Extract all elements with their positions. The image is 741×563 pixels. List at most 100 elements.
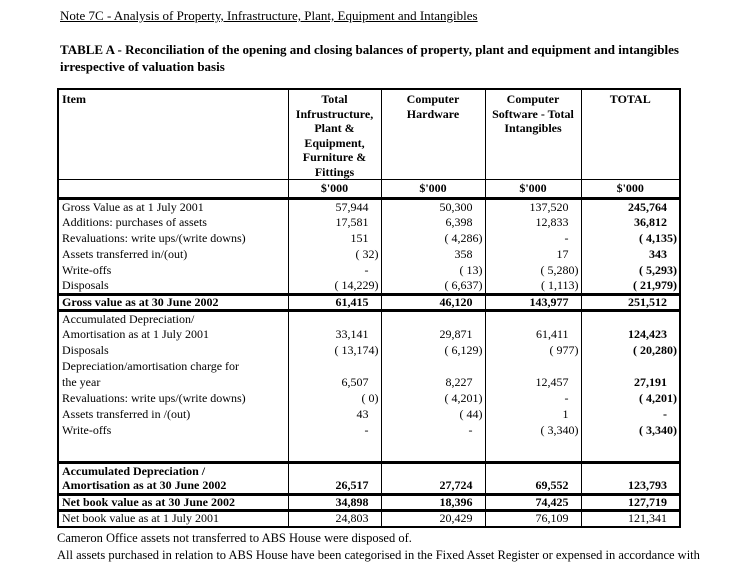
units-cell: $'000 bbox=[380, 179, 485, 200]
cell-value: 245,764 bbox=[580, 198, 680, 215]
cell-value: 17 bbox=[484, 246, 581, 263]
row-label: Gross Value as at 1 July 2001 bbox=[62, 199, 204, 214]
column-header-computer-hardware: Computer Hardware bbox=[380, 89, 485, 180]
row-label: Accumulated Depreciation / bbox=[58, 461, 288, 479]
table-row bbox=[58, 438, 680, 463]
cell-value: 50,300 bbox=[380, 198, 485, 215]
reconciliation-table: Item Total Infrustructure, Plant & Equip… bbox=[57, 88, 681, 528]
cell-value: 74,425 bbox=[484, 493, 581, 512]
units-cell: $'000 bbox=[484, 179, 581, 200]
table-row: Revaluations: write ups/(write downs) ( 0… bbox=[58, 390, 680, 407]
cell-value: - bbox=[580, 406, 680, 423]
table-row: Amortisation as at 1 July 2001 33,141 29,8… bbox=[58, 326, 680, 343]
page-title: Note 7C - Analysis of Property, Infrastr… bbox=[60, 8, 478, 23]
cell-value: ( 977) bbox=[484, 342, 581, 359]
units-row: $'000 $'000 $'000 $'000 bbox=[58, 179, 680, 200]
cell-value: 8,227 bbox=[380, 374, 485, 391]
table-row: Revaluations: write ups/(write downs) 151… bbox=[58, 230, 680, 247]
cell-value: 20,429 bbox=[380, 510, 485, 527]
row-label: Net book value as at 30 June 2002 bbox=[58, 493, 288, 512]
cell-value: 24,803 bbox=[287, 510, 381, 527]
cell-value: 151 bbox=[287, 230, 381, 247]
cell-value: 143,977 bbox=[484, 293, 581, 312]
cell-value: ( 13) bbox=[380, 262, 485, 279]
cell-value: 358 bbox=[380, 246, 485, 263]
cell-value: 33,141 bbox=[287, 326, 381, 343]
cell-value: ( 20,280) bbox=[580, 342, 680, 359]
row-label: Disposals bbox=[62, 343, 109, 357]
cell-value: 26,517 bbox=[287, 478, 381, 495]
table-row: the year 6,507 8,227 12,457 27,191 bbox=[58, 374, 680, 391]
cell-value: 251,512 bbox=[580, 293, 680, 312]
cell-value: 61,411 bbox=[484, 326, 581, 343]
units-cell: $'000 bbox=[287, 179, 381, 200]
cell-value: ( 32) bbox=[287, 246, 381, 263]
table-row: Gross Value as at 1 July 2001 57,944 50,30… bbox=[58, 198, 680, 215]
cell-value bbox=[484, 461, 581, 479]
cell-value: - bbox=[484, 230, 581, 247]
cell-value: ( 21,979) bbox=[580, 278, 680, 295]
table-row: Accumulated Depreciation / bbox=[58, 461, 680, 479]
row-label: Revaluations: write ups/(write downs) bbox=[62, 391, 246, 405]
table-row: Disposals ( 13,174)( 6,129)( 977)( 20,280… bbox=[58, 342, 680, 359]
column-header-item: Item bbox=[58, 89, 288, 180]
table-row: Write-offs - -( 3,340)( 3,340) bbox=[58, 422, 680, 439]
cell-value bbox=[287, 438, 381, 463]
cell-value bbox=[484, 310, 581, 327]
cell-value: ( 5,293) bbox=[580, 262, 680, 279]
cell-value bbox=[380, 438, 485, 463]
table-row: Additions: purchases of assets 17,581 6,39… bbox=[58, 214, 680, 231]
note-line: Cameron Office assets not transferred to… bbox=[57, 530, 412, 545]
cell-value: 61,415 bbox=[287, 293, 381, 312]
cell-value bbox=[380, 310, 485, 327]
units-cell: $'000 bbox=[580, 179, 680, 200]
row-label: Depreciation/amortisation charge for bbox=[62, 359, 240, 373]
cell-value: 27,191 bbox=[580, 374, 680, 391]
row-label: Gross value as at 30 June 2002 bbox=[58, 293, 288, 312]
table-title-line1: TABLE A - Reconciliation of the opening … bbox=[60, 42, 679, 57]
cell-value: 124,423 bbox=[580, 326, 680, 343]
table-body: Gross Value as at 1 July 2001 57,944 50,30… bbox=[58, 198, 680, 527]
cell-value bbox=[580, 461, 680, 479]
cell-value: - bbox=[380, 422, 485, 439]
table-row: Net book value as at 1 July 2001 24,803 20… bbox=[58, 510, 680, 527]
cell-value: ( 6,637) bbox=[380, 278, 485, 295]
notes: Cameron Office assets not transferred to… bbox=[57, 530, 741, 563]
table-row: Accumulated Depreciation/ bbox=[58, 310, 680, 327]
table-row: Disposals ( 14,229)( 6,637)( 1,113)( 21,9… bbox=[58, 278, 680, 295]
table-row: Amortisation as at 30 June 2002 26,517 27,… bbox=[58, 478, 680, 495]
cell-value: 29,871 bbox=[380, 326, 485, 343]
cell-value bbox=[380, 358, 485, 375]
row-label: Write-offs bbox=[62, 263, 112, 277]
row-label: Revaluations: write ups/(write downs) bbox=[62, 231, 246, 245]
table-row: Assets transferred in /(out) 43( 44) 1- bbox=[58, 406, 680, 423]
cell-value: 46,120 bbox=[380, 293, 485, 312]
row-label: Write-offs bbox=[62, 423, 112, 437]
table-title-line2: irrespective of valuation basis bbox=[60, 59, 225, 74]
cell-value bbox=[580, 310, 680, 327]
row-label: Amortisation as at 1 July 2001 bbox=[62, 327, 209, 341]
cell-value: 343 bbox=[580, 246, 680, 263]
table-title: TABLE A - Reconciliation of the opening … bbox=[60, 41, 720, 75]
cell-value: ( 3,340) bbox=[484, 422, 581, 439]
row-label: Disposals bbox=[62, 278, 109, 293]
row-label: the year bbox=[62, 375, 101, 389]
cell-value: 69,552 bbox=[484, 478, 581, 495]
cell-value: 18,396 bbox=[380, 493, 485, 512]
cell-value: 12,457 bbox=[484, 374, 581, 391]
cell-value bbox=[380, 461, 485, 479]
cell-value: ( 4,201) bbox=[380, 390, 485, 407]
cell-value: ( 5,280) bbox=[484, 262, 581, 279]
cell-value: 12,833 bbox=[484, 214, 581, 231]
cell-value: ( 3,340) bbox=[580, 422, 680, 439]
cell-value: ( 44) bbox=[380, 406, 485, 423]
header-row: Item Total Infrustructure, Plant & Equip… bbox=[58, 89, 680, 180]
cell-value: - bbox=[484, 390, 581, 407]
cell-value: ( 13,174) bbox=[287, 342, 381, 359]
row-label bbox=[58, 439, 288, 463]
table-row: Gross value as at 30 June 2002 61,415 46,1… bbox=[58, 293, 680, 312]
table-row: Assets transferred in/(out) ( 32) 358 17 343 bbox=[58, 246, 680, 263]
cell-value bbox=[287, 310, 381, 327]
cell-value bbox=[287, 461, 381, 479]
column-header-computer-software: Computer Software - Total Intangibles bbox=[484, 89, 581, 180]
